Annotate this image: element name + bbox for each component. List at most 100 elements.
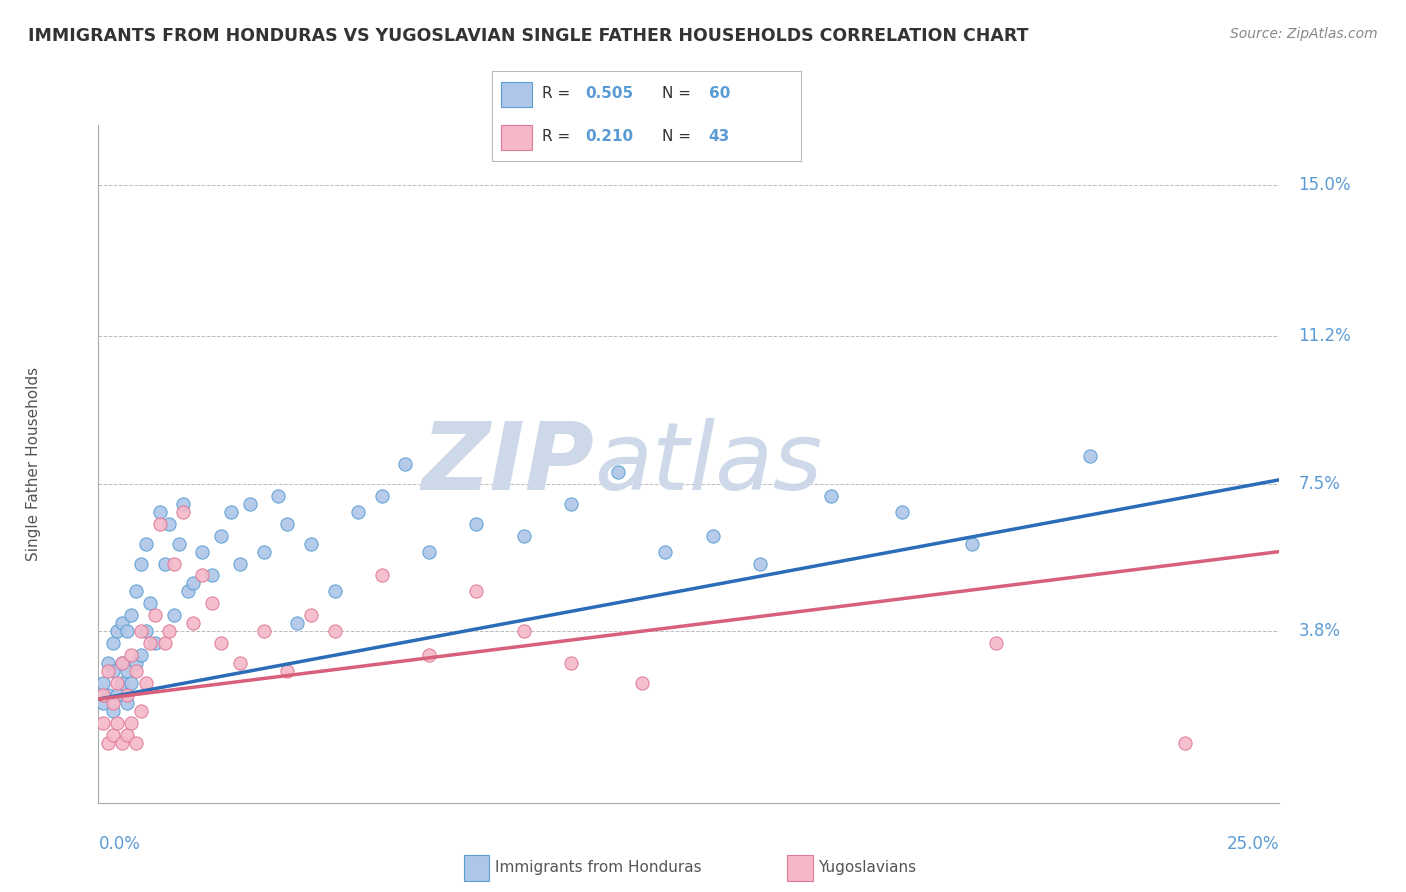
Point xyxy=(229,557,252,571)
Point xyxy=(512,528,534,542)
Point xyxy=(111,657,134,671)
Point xyxy=(163,557,186,571)
Text: 60: 60 xyxy=(709,87,730,101)
Point xyxy=(181,576,204,591)
Point xyxy=(1174,736,1197,750)
Point xyxy=(1080,449,1102,463)
Point xyxy=(201,596,224,610)
Point xyxy=(285,616,308,631)
Point xyxy=(177,584,200,599)
Point xyxy=(101,696,124,710)
Point xyxy=(143,636,166,650)
Text: 0.210: 0.210 xyxy=(585,129,633,144)
Text: 0.505: 0.505 xyxy=(585,87,633,101)
Point xyxy=(101,636,124,650)
Text: 15.0%: 15.0% xyxy=(1298,176,1351,194)
Text: 0.0%: 0.0% xyxy=(98,835,141,853)
Point xyxy=(111,676,134,690)
Point xyxy=(560,657,582,671)
Point xyxy=(465,516,488,531)
Point xyxy=(139,636,162,650)
Point xyxy=(115,696,138,710)
Point xyxy=(125,664,148,678)
Point xyxy=(323,584,346,599)
Text: Source: ZipAtlas.com: Source: ZipAtlas.com xyxy=(1230,27,1378,41)
Point xyxy=(239,497,262,511)
Point xyxy=(512,624,534,639)
Point xyxy=(121,608,143,623)
Point xyxy=(125,736,148,750)
Point xyxy=(105,624,128,639)
Point xyxy=(890,505,912,519)
Point xyxy=(157,624,180,639)
Text: 11.2%: 11.2% xyxy=(1298,327,1351,345)
Point xyxy=(323,624,346,639)
Point xyxy=(560,497,582,511)
Point xyxy=(121,716,143,731)
Point xyxy=(115,624,138,639)
Point xyxy=(418,648,440,663)
Point xyxy=(607,465,630,479)
Point xyxy=(139,596,162,610)
Point xyxy=(125,584,148,599)
Point xyxy=(97,736,120,750)
Point xyxy=(276,664,298,678)
Text: Single Father Households: Single Father Households xyxy=(25,367,41,561)
Point xyxy=(135,624,157,639)
Point xyxy=(191,568,214,582)
Point xyxy=(105,676,128,690)
Point xyxy=(209,636,232,650)
Point xyxy=(172,505,194,519)
Point xyxy=(101,704,124,718)
Point xyxy=(111,616,134,631)
Point xyxy=(121,648,143,663)
Point xyxy=(129,704,152,718)
Point xyxy=(371,489,394,503)
Point xyxy=(101,664,124,678)
Point xyxy=(209,528,232,542)
Point xyxy=(105,716,128,731)
Text: 43: 43 xyxy=(709,129,730,144)
Point xyxy=(201,568,224,582)
Point xyxy=(115,664,138,678)
Text: N =: N = xyxy=(662,129,692,144)
Point xyxy=(748,557,770,571)
Point xyxy=(115,728,138,742)
Point xyxy=(371,568,394,582)
Point xyxy=(149,505,172,519)
Point xyxy=(129,624,152,639)
Point xyxy=(135,676,157,690)
Bar xyxy=(502,82,533,107)
Point xyxy=(962,536,984,550)
Point xyxy=(654,544,676,558)
Point xyxy=(153,557,176,571)
Point xyxy=(129,557,152,571)
Point xyxy=(984,636,1007,650)
Point xyxy=(115,688,138,702)
Text: ZIP: ZIP xyxy=(422,417,595,510)
Point xyxy=(163,608,186,623)
Point xyxy=(229,657,252,671)
Point xyxy=(181,616,204,631)
Point xyxy=(153,636,176,650)
Point xyxy=(253,624,276,639)
Point xyxy=(97,657,120,671)
Point xyxy=(172,497,194,511)
Point xyxy=(143,608,166,623)
Text: 3.8%: 3.8% xyxy=(1298,623,1340,640)
Point xyxy=(702,528,724,542)
Point xyxy=(820,489,842,503)
Text: Yugoslavians: Yugoslavians xyxy=(818,860,917,874)
Point xyxy=(91,716,114,731)
Point xyxy=(630,676,652,690)
Point xyxy=(121,676,143,690)
Point xyxy=(191,544,214,558)
Text: N =: N = xyxy=(662,87,692,101)
Point xyxy=(465,584,488,599)
Point xyxy=(418,544,440,558)
Point xyxy=(105,688,128,702)
Text: IMMIGRANTS FROM HONDURAS VS YUGOSLAVIAN SINGLE FATHER HOUSEHOLDS CORRELATION CHA: IMMIGRANTS FROM HONDURAS VS YUGOSLAVIAN … xyxy=(28,27,1029,45)
Point xyxy=(347,505,370,519)
Point xyxy=(135,536,157,550)
Point xyxy=(219,505,242,519)
